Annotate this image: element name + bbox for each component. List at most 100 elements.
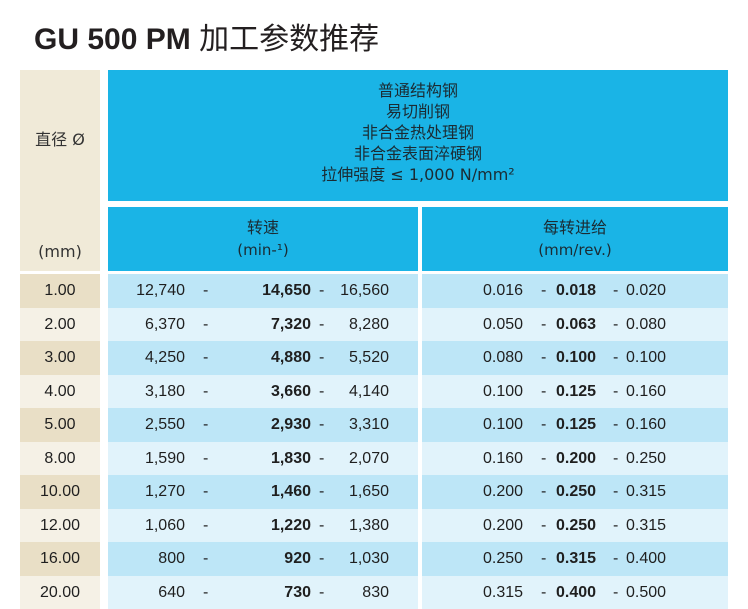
speed-recommended: 7,320 <box>271 308 311 342</box>
separator: - <box>203 509 208 543</box>
feed-cell: 0.016-0.018-0.020 <box>422 274 728 308</box>
speed-recommended: 1,830 <box>271 442 311 476</box>
separator: - <box>541 375 546 409</box>
diameter-cell: 5.00 <box>20 408 100 442</box>
feed-max: 0.400 <box>626 542 666 576</box>
speed-min: 1,270 <box>145 475 185 509</box>
title-model: GU 500 PM <box>34 23 191 56</box>
feed-cell: 0.250-0.315-0.400 <box>422 542 728 576</box>
separator: - <box>319 509 324 543</box>
separator: - <box>613 475 618 509</box>
separator: - <box>541 442 546 476</box>
speed-recommended: 1,460 <box>271 475 311 509</box>
speed-max: 3,310 <box>349 408 389 442</box>
feed-cell: 0.200-0.250-0.315 <box>422 475 728 509</box>
separator: - <box>319 475 324 509</box>
diameter-cell: 10.00 <box>20 475 100 509</box>
speed-max: 16,560 <box>340 274 389 308</box>
separator: - <box>613 442 618 476</box>
speed-max: 1,380 <box>349 509 389 543</box>
separator: - <box>319 308 324 342</box>
separator: - <box>613 274 618 308</box>
speed-max: 1,650 <box>349 475 389 509</box>
speed-cell: 3,180-3,660-4,140 <box>108 375 418 409</box>
feed-cell: 0.160-0.200-0.250 <box>422 442 728 476</box>
feed-recommended: 0.125 <box>556 408 596 442</box>
separator: - <box>541 308 546 342</box>
separator: - <box>203 375 208 409</box>
separator: - <box>319 442 324 476</box>
feed-min: 0.250 <box>483 542 523 576</box>
feed-unit: (mm/rev.) <box>422 239 728 261</box>
feed-recommended: 0.063 <box>556 308 596 342</box>
feed-recommended: 0.100 <box>556 341 596 375</box>
speed-cell: 1,270-1,460-1,650 <box>108 475 418 509</box>
speed-recommended: 3,660 <box>271 375 311 409</box>
feed-max: 0.080 <box>626 308 666 342</box>
feed-max: 0.160 <box>626 408 666 442</box>
feed-label: 每转进给 <box>422 217 728 239</box>
speed-cell: 800-920-1,030 <box>108 542 418 576</box>
separator: - <box>203 408 208 442</box>
feed-recommended: 0.250 <box>556 509 596 543</box>
separator: - <box>613 341 618 375</box>
feed-min: 0.016 <box>483 274 523 308</box>
separator: - <box>203 308 208 342</box>
speed-min: 1,590 <box>145 442 185 476</box>
speed-cell: 1,590-1,830-2,070 <box>108 442 418 476</box>
feed-min: 0.080 <box>483 341 523 375</box>
feed-min: 0.100 <box>483 375 523 409</box>
feed-max: 0.250 <box>626 442 666 476</box>
separator: - <box>541 274 546 308</box>
feed-cell: 0.100-0.125-0.160 <box>422 408 728 442</box>
speed-min: 4,250 <box>145 341 185 375</box>
speed-label: 转速 <box>108 217 418 239</box>
separator: - <box>541 509 546 543</box>
feed-recommended: 0.018 <box>556 274 596 308</box>
speed-cell: 12,740-14,650-16,560 <box>108 274 418 308</box>
material-line: 非合金表面淬硬钢 <box>108 143 728 164</box>
separator: - <box>613 542 618 576</box>
speed-min: 800 <box>158 542 185 576</box>
feed-recommended: 0.250 <box>556 475 596 509</box>
feed-min: 0.160 <box>483 442 523 476</box>
feed-min: 0.050 <box>483 308 523 342</box>
diameter-cell: 8.00 <box>20 442 100 476</box>
feed-recommended: 0.125 <box>556 375 596 409</box>
speed-recommended: 1,220 <box>271 509 311 543</box>
feed-recommended: 0.200 <box>556 442 596 476</box>
feed-min: 0.100 <box>483 408 523 442</box>
separator: - <box>541 475 546 509</box>
material-header: 普通结构钢 易切削钢 非合金热处理钢 非合金表面淬硬钢 拉伸强度 ≤ 1,000… <box>108 70 728 201</box>
speed-header: 转速 (min-¹) <box>108 207 418 271</box>
diameter-cell: 1.00 <box>20 274 100 308</box>
speed-min: 6,370 <box>145 308 185 342</box>
feed-max: 0.020 <box>626 274 666 308</box>
feed-cell: 0.100-0.125-0.160 <box>422 375 728 409</box>
feed-max: 0.160 <box>626 375 666 409</box>
speed-recommended: 920 <box>284 542 311 576</box>
separator: - <box>319 341 324 375</box>
speed-min: 2,550 <box>145 408 185 442</box>
speed-recommended: 4,880 <box>271 341 311 375</box>
diameter-unit: (mm) <box>20 242 100 261</box>
feed-header: 每转进给 (mm/rev.) <box>422 207 728 271</box>
material-line: 普通结构钢 <box>108 80 728 101</box>
separator: - <box>613 308 618 342</box>
parameters-table: 直径 Ø (mm) 普通结构钢 易切削钢 非合金热处理钢 非合金表面淬硬钢 拉伸… <box>20 70 728 604</box>
speed-cell: 6,370-7,320-8,280 <box>108 308 418 342</box>
feed-cell: 0.050-0.063-0.080 <box>422 308 728 342</box>
speed-recommended: 2,930 <box>271 408 311 442</box>
title-text: 加工参数推荐 <box>199 22 379 57</box>
diameter-cell: 16.00 <box>20 542 100 576</box>
speed-max: 2,070 <box>349 442 389 476</box>
feed-max: 0.315 <box>626 509 666 543</box>
